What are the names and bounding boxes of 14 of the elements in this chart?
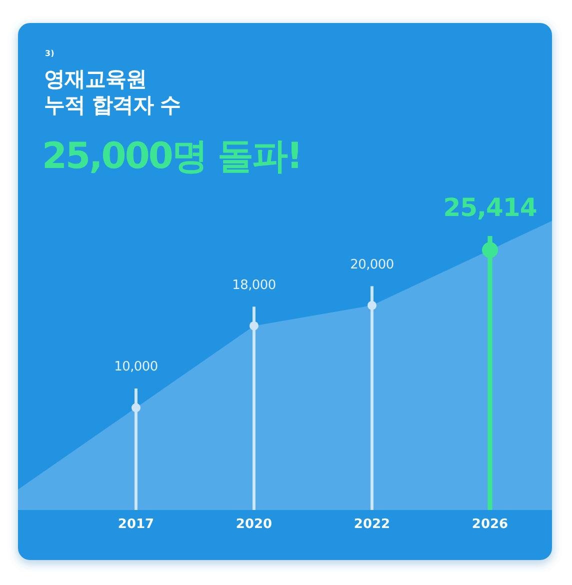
chart-subtitle: 25,000명 돌파! <box>42 136 302 177</box>
data-label: 25,414 <box>443 193 537 222</box>
x-tick-label: 2017 <box>118 517 154 532</box>
text: 3) <box>45 49 54 58</box>
point <box>367 300 377 310</box>
x-tick-label: 2020 <box>236 517 272 532</box>
point <box>249 321 259 330</box>
chart-title: 영재교육원 누적 합격자 수 <box>44 67 181 117</box>
data-label: 18,000 <box>232 278 276 293</box>
x-tick-label: 2026 <box>472 517 508 532</box>
point <box>131 403 141 412</box>
data-label: 20,000 <box>350 257 394 272</box>
x-tick-label: 2022 <box>354 517 390 532</box>
data-label: 10,000 <box>114 360 158 375</box>
